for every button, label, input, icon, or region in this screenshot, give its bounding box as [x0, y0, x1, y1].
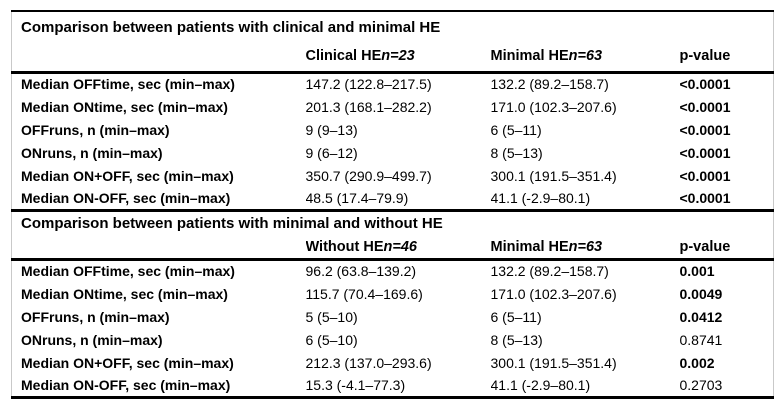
- row-label: Median ONtime, sec (min–max): [21, 98, 228, 115]
- section-title-row: Comparison between patients with minimal…: [12, 210, 774, 236]
- row-label: ONruns, n (min–max): [21, 144, 163, 161]
- group1-header-label: Without HE: [305, 238, 384, 255]
- value-cell: 300.1 (191.5–351.4): [490, 354, 617, 371]
- pvalue-cell: <0.0001: [679, 189, 731, 206]
- pvalue-cell: <0.0001: [679, 121, 731, 138]
- table-row: Median ON+OFF, sec (min–max) 350.7 (290.…: [12, 164, 774, 187]
- row-label: OFFruns, n (min–max): [21, 121, 170, 138]
- pvalue-cell: 0.002: [679, 354, 715, 371]
- value-cell: 300.1 (191.5–351.4): [490, 167, 617, 184]
- row-label: Median OFFtime, sec (min–max): [21, 263, 235, 280]
- row-label: Median ON-OFF, sec (min–max): [21, 376, 231, 393]
- row-label: Median ON+OFF, sec (min–max): [21, 167, 234, 184]
- pvalue-cell: 0.0049: [679, 285, 723, 302]
- pvalue-header: p-value: [679, 48, 731, 64]
- value-cell: 212.3 (137.0–293.6): [305, 354, 432, 371]
- group1-n: n=23: [381, 48, 415, 64]
- value-cell: 96.2 (63.8–139.2): [305, 263, 417, 280]
- pvalue-cell: <0.0001: [679, 76, 731, 93]
- row-label: Median ON-OFF, sec (min–max): [21, 189, 231, 206]
- group2-n: n=63: [568, 48, 603, 64]
- value-cell: 8 (5–13): [490, 331, 543, 348]
- section-title: Comparison between patients with clinica…: [21, 18, 441, 36]
- group1-header: Without HEn=46: [306, 236, 491, 259]
- pvalue-cell: 0.0412: [679, 308, 723, 325]
- value-cell: 5 (5–10): [305, 308, 358, 325]
- table-row: Median OFFtime, sec (min–max) 147.2 (122…: [12, 72, 774, 95]
- group2-header: Minimal HEn=63: [491, 42, 657, 72]
- column-header-row: Clinical HEn=23 Minimal HEn=63 p-value: [11, 42, 774, 72]
- row-label: ONruns, n (min–max): [21, 331, 163, 348]
- table-row: ONruns, n (min–max) 9 (6–12) 8 (5–13) <0…: [12, 141, 774, 164]
- row-label: OFFruns, n (min–max): [21, 308, 170, 325]
- section-title-row: Comparison between patients with clinica…: [12, 11, 774, 42]
- value-cell: 48.5 (17.4–79.9): [305, 189, 409, 206]
- value-cell: 350.7 (290.9–499.7): [305, 167, 432, 184]
- he-comparison-table: Comparison between patients with clinica…: [11, 10, 774, 399]
- value-cell: 41.1 (-2.9–80.1): [490, 376, 591, 393]
- row-label: Median OFFtime, sec (min–max): [21, 76, 235, 93]
- empty-header-cell: [12, 42, 306, 72]
- table-row: Median ONtime, sec (min–max) 115.7 (70.4…: [12, 282, 774, 305]
- table-row: OFFruns, n (min–max) 9 (9–13) 6 (5–11) <…: [12, 118, 774, 141]
- table-row: ONruns, n (min–max) 6 (5–10) 8 (5–13) 0.…: [12, 328, 774, 351]
- value-cell: 201.3 (168.1–282.2): [305, 98, 432, 115]
- section-title: Comparison between patients with minimal…: [21, 215, 443, 233]
- value-cell: 6 (5–11): [490, 308, 542, 325]
- column-header-row: Without HEn=46 Minimal HEn=63 p-value: [11, 236, 774, 259]
- value-cell: 171.0 (102.3–207.6): [490, 98, 617, 115]
- group1-header-label: Clinical HE: [305, 48, 382, 64]
- row-label: Median ON+OFF, sec (min–max): [21, 354, 234, 371]
- value-cell: 132.2 (89.2–158.7): [490, 76, 609, 93]
- pvalue-cell: <0.0001: [679, 167, 731, 184]
- table-row: Median ON-OFF, sec (min–max) 48.5 (17.4–…: [11, 187, 774, 210]
- group2-header-label: Minimal HE: [490, 48, 569, 64]
- row-label: Median ONtime, sec (min–max): [21, 285, 228, 302]
- value-cell: 41.1 (-2.9–80.1): [490, 189, 591, 206]
- group2-header-label: Minimal HE: [490, 238, 569, 255]
- value-cell: 115.7 (70.4–169.6): [305, 285, 423, 302]
- value-cell: 9 (6–12): [305, 144, 358, 161]
- table-row: Median OFFtime, sec (min–max) 96.2 (63.8…: [12, 259, 774, 282]
- table-row: Median ON+OFF, sec (min–max) 212.3 (137.…: [12, 351, 774, 374]
- group1-n: n=46: [383, 238, 417, 255]
- pvalue-cell: 0.001: [679, 263, 715, 280]
- pvalue-cell: 0.8741: [679, 331, 723, 348]
- value-cell: 6 (5–10): [305, 331, 358, 348]
- empty-header-cell: [12, 236, 306, 259]
- group2-n: n=63: [568, 238, 603, 255]
- value-cell: 171.0 (102.3–207.6): [490, 285, 617, 302]
- pvalue-cell: <0.0001: [679, 144, 731, 161]
- table-row: Median ON-OFF, sec (min–max) 15.3 (-4.1–…: [12, 374, 774, 397]
- pvalue-cell: <0.0001: [679, 98, 731, 115]
- value-cell: 6 (5–11): [490, 121, 542, 138]
- value-cell: 147.2 (122.8–217.5): [305, 76, 432, 93]
- table-row: Median ONtime, sec (min–max) 201.3 (168.…: [12, 95, 774, 118]
- group2-header: Minimal HEn=63: [491, 236, 657, 259]
- value-cell: 8 (5–13): [490, 144, 543, 161]
- table-row: OFFruns, n (min–max) 5 (5–10) 6 (5–11) 0…: [12, 305, 774, 328]
- value-cell: 9 (9–13): [305, 121, 358, 138]
- pvalue-cell: 0.2703: [679, 376, 723, 393]
- pvalue-header: p-value: [679, 238, 731, 255]
- group1-header: Clinical HEn=23: [306, 42, 491, 72]
- value-cell: 132.2 (89.2–158.7): [490, 263, 609, 280]
- value-cell: 15.3 (-4.1–77.3): [305, 376, 406, 393]
